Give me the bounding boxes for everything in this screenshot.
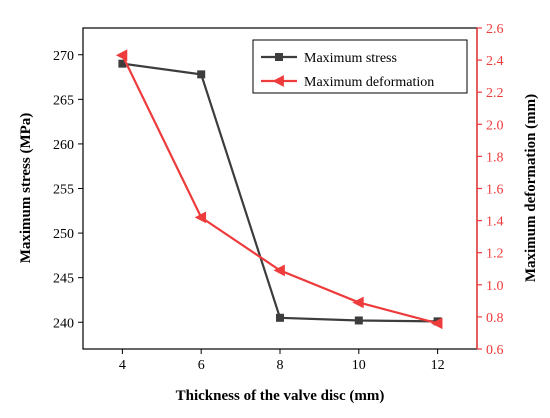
y-left-tick-label: 240 xyxy=(53,316,74,331)
legend-stress-label: Maximum stress xyxy=(304,51,397,66)
x-tick-label: 6 xyxy=(198,358,205,373)
y-left-tick-label: 255 xyxy=(53,183,74,198)
x-axis-title: Thickness of the valve disc (mm) xyxy=(176,388,385,404)
y-right-tick-label: 0.6 xyxy=(486,343,504,358)
legend-deformation-marker xyxy=(272,75,284,87)
y-left-tick-label: 265 xyxy=(53,93,74,108)
legend-box xyxy=(252,39,468,94)
y-axis-left-title: Maximum stress (MPa) xyxy=(18,113,34,264)
legend: Maximum stress Maximum deformation xyxy=(252,39,468,94)
deformation-data-point xyxy=(431,317,443,330)
y-right-tick-label: 1.8 xyxy=(486,150,504,165)
stress-series-line xyxy=(122,62,438,323)
x-tick-label: 4 xyxy=(119,358,126,373)
y-left-tick-label: 260 xyxy=(53,138,74,153)
stress-data-point xyxy=(118,59,127,68)
deformation-series-line xyxy=(121,54,438,325)
y-right-tick-label: 1.6 xyxy=(486,183,504,198)
y-right-tick-label: 2.6 xyxy=(486,22,504,37)
y-right-tick-label: 1.4 xyxy=(486,215,504,230)
deformation-data-point xyxy=(273,264,285,277)
deformation-data-point xyxy=(115,49,128,62)
x-tick-label: 12 xyxy=(431,358,445,373)
y-left-tick-label: 270 xyxy=(53,49,74,64)
y-right-tick-label: 2.4 xyxy=(486,54,504,69)
legend-stress-marker xyxy=(275,53,283,61)
y-right-tick-label: 2.0 xyxy=(486,118,504,133)
legend-deformation-label: Maximum deformation xyxy=(304,75,434,90)
stress-data-point xyxy=(197,70,206,79)
y-right-tick-label: 1.2 xyxy=(486,247,504,262)
stress-data-point xyxy=(276,313,284,322)
stress-data-point xyxy=(354,316,363,325)
y-right-tick-label: 1.0 xyxy=(486,279,504,294)
y-axis-right-title: Maximum deformation (mm) xyxy=(523,94,539,282)
y-left-tick-label: 245 xyxy=(53,272,74,287)
deformation-data-point xyxy=(352,296,364,309)
y-left-tick-label: 250 xyxy=(53,227,74,242)
y-right-tick-label: 2.2 xyxy=(486,86,504,101)
x-tick-label: 10 xyxy=(352,358,366,373)
y-right-tick-label: 0.8 xyxy=(486,311,504,326)
deformation-data-point xyxy=(194,211,207,224)
x-tick-label: 8 xyxy=(277,358,284,373)
